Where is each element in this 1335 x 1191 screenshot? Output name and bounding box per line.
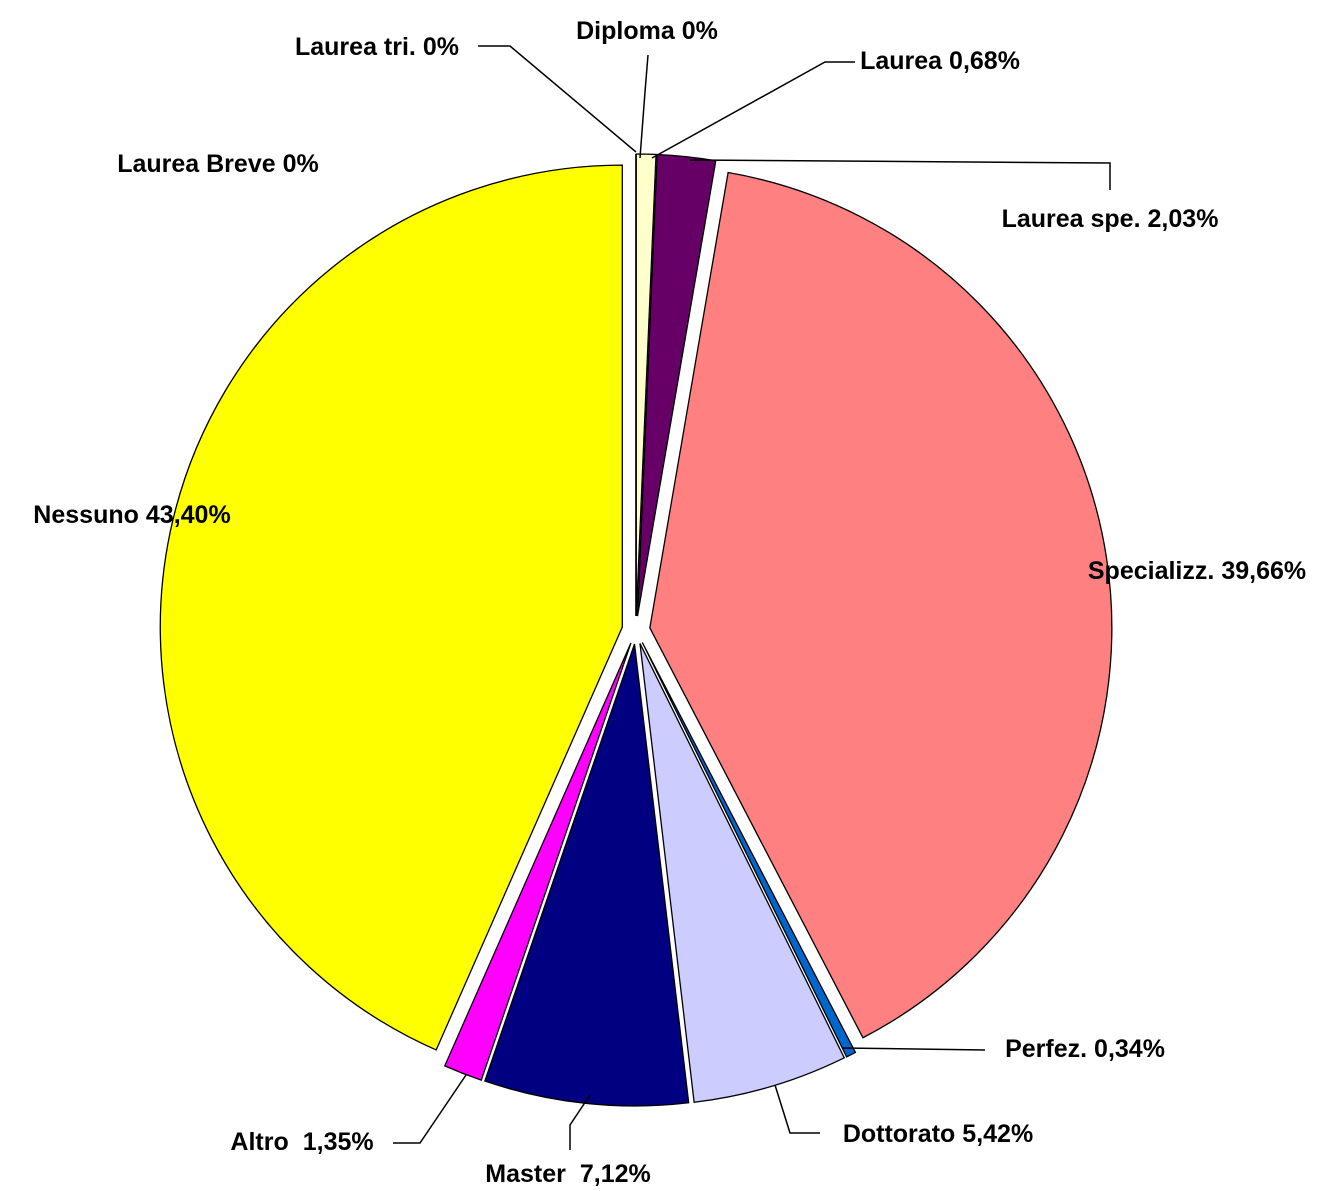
- data-label: Laurea Breve 0%: [117, 150, 319, 178]
- value-label: 0%: [682, 17, 718, 45]
- value-label: 0%: [423, 33, 459, 61]
- category-label: Dottorato: [843, 1120, 955, 1148]
- data-label: Master 7,12%: [485, 1160, 650, 1188]
- category-label: Specializz.: [1088, 557, 1214, 585]
- value-label: 5,42%: [962, 1120, 1033, 1148]
- data-label: Altro 1,35%: [230, 1128, 373, 1156]
- value-label: 7,12%: [580, 1160, 651, 1188]
- data-label: Specializz. 39,66%: [1088, 557, 1306, 585]
- category-label: Diploma: [576, 17, 676, 45]
- leader-line: [393, 1074, 467, 1144]
- value-label: 39,66%: [1221, 557, 1306, 585]
- pie-slice: [649, 171, 1113, 1039]
- leader-line: [569, 1094, 591, 1150]
- data-label: Nessuno 43,40%: [33, 501, 230, 529]
- leader-line: [639, 54, 649, 159]
- leader-line: [478, 45, 637, 153]
- category-label: Laurea tri.: [295, 33, 416, 61]
- value-label: 0,34%: [1094, 1035, 1165, 1063]
- value-label: 0%: [283, 150, 319, 178]
- data-label: Laurea tri. 0%: [295, 33, 459, 61]
- pie-slice: [641, 642, 857, 1058]
- pie-slice: [484, 643, 690, 1107]
- leader-line: [689, 159, 1111, 190]
- pie-slice: [639, 643, 846, 1103]
- data-label: Perfez. 0,34%: [1005, 1035, 1165, 1063]
- category-label: Altro: [230, 1128, 288, 1156]
- value-label: 1,35%: [303, 1128, 374, 1156]
- pie-slice: [443, 642, 632, 1081]
- value-label: 2,03%: [1148, 205, 1219, 233]
- category-label: Nessuno: [33, 501, 139, 529]
- category-label: Laurea spe.: [1002, 205, 1141, 233]
- leader-line: [841, 1047, 986, 1051]
- category-label: Laurea: [860, 47, 943, 75]
- pie-slice: [635, 153, 657, 617]
- category-label: Perfez.: [1005, 1035, 1087, 1063]
- value-label: 0,68%: [949, 47, 1020, 75]
- data-label: Diploma 0%: [576, 17, 718, 45]
- value-label: 43,40%: [146, 501, 231, 529]
- category-label: Master: [485, 1160, 566, 1188]
- pie-slice: [159, 164, 623, 1051]
- leader-line: [774, 1084, 820, 1134]
- data-label: Laurea spe. 2,03%: [1002, 205, 1219, 233]
- leader-line: [651, 61, 855, 159]
- data-label: Laurea 0,68%: [860, 47, 1020, 75]
- data-label: Dottorato 5,42%: [843, 1120, 1033, 1148]
- category-label: Laurea Breve: [117, 150, 276, 178]
